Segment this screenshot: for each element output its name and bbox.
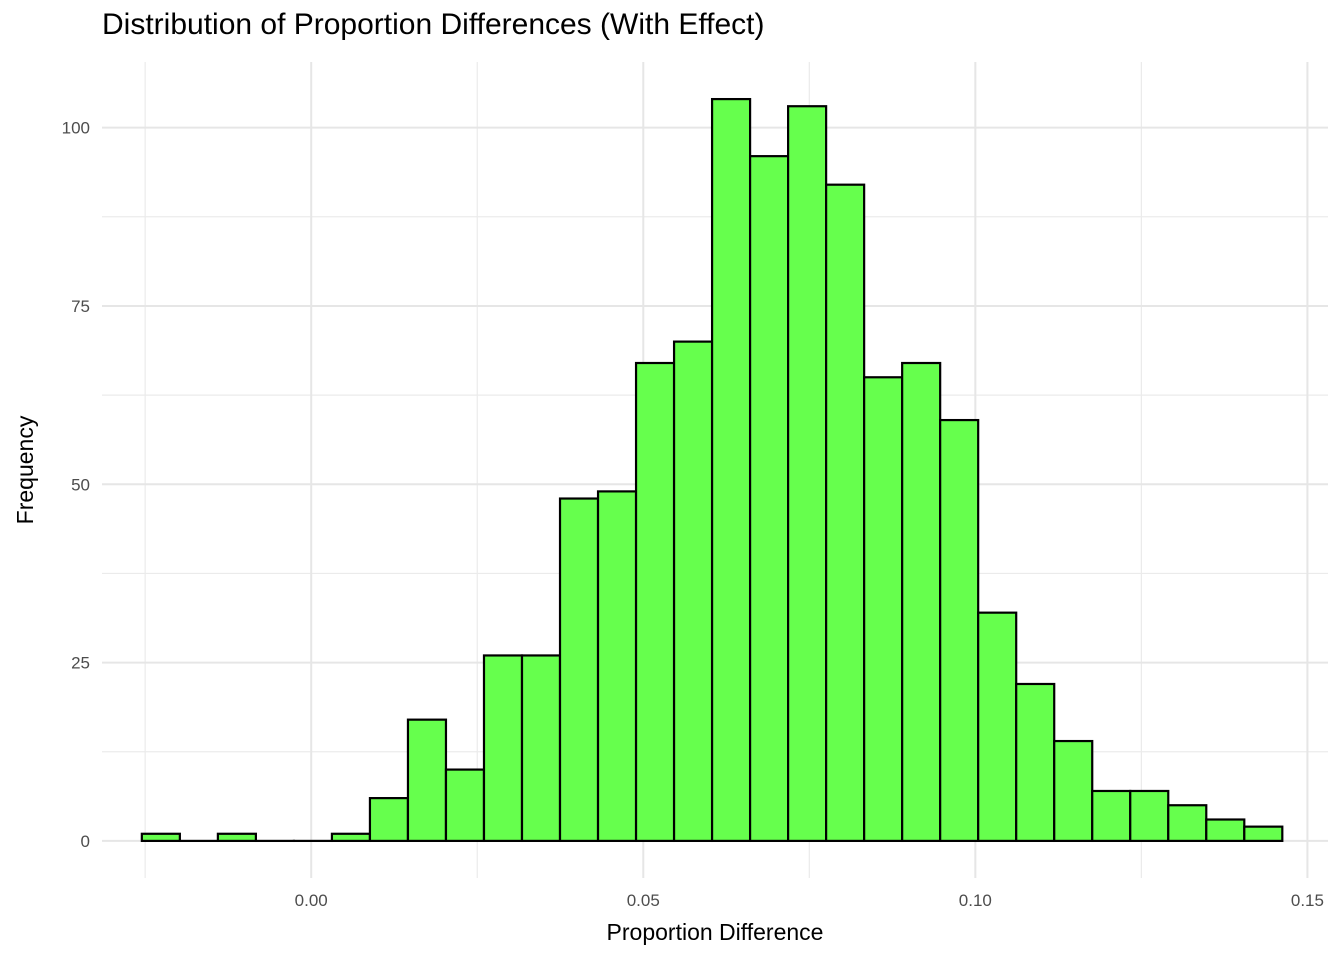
histogram-bar: [1053, 739, 1094, 843]
y-tick-label: 100: [62, 119, 90, 138]
histogram-bar: [1129, 789, 1170, 843]
histogram-bar: [672, 340, 714, 843]
histogram-bar: [748, 155, 790, 843]
y-tick-label: 0: [81, 832, 90, 851]
histogram-bar: [977, 611, 1018, 843]
histogram-bars: [140, 97, 1284, 843]
histogram-bar: [216, 832, 257, 843]
x-axis-tick-labels: 0.00 0.05 0.10 0.15: [295, 891, 1324, 910]
histogram-bar: [520, 654, 562, 843]
histogram-bar: [901, 361, 942, 843]
histogram-bar: [1243, 825, 1284, 843]
y-tick-label: 50: [71, 475, 90, 494]
y-axis-tick-labels: 0 25 50 75 100: [62, 119, 90, 851]
histogram-bar: [939, 418, 980, 843]
y-axis-title: Frequency: [12, 415, 38, 524]
histogram-bar: [558, 497, 600, 843]
histogram-bar: [825, 183, 866, 843]
histogram-bar: [710, 97, 752, 843]
histogram-bar: [596, 490, 638, 843]
histogram-bar: [444, 768, 486, 843]
histogram-bar: [406, 718, 448, 843]
histogram-bar: [1205, 818, 1246, 843]
y-tick-label: 75: [71, 297, 90, 316]
histogram-bar: [1015, 682, 1056, 843]
histogram-bar: [863, 376, 904, 843]
histogram-bar: [330, 832, 372, 843]
histogram-bar: [482, 654, 524, 843]
histogram-bar: [1091, 789, 1132, 843]
histogram-bar: [140, 832, 181, 843]
histogram-bar: [634, 361, 676, 843]
chart-title: Distribution of Proportion Differences (…: [102, 8, 765, 41]
x-tick-label: 0.00: [295, 891, 328, 910]
x-tick-label: 0.05: [627, 891, 660, 910]
x-tick-label: 0.10: [959, 891, 992, 910]
histogram-bar: [1167, 804, 1208, 843]
y-tick-label: 25: [71, 654, 90, 673]
x-tick-label: 0.15: [1291, 891, 1324, 910]
histogram-bar: [787, 105, 828, 843]
histogram-bar: [368, 797, 410, 843]
x-axis-title: Proportion Difference: [607, 919, 824, 945]
